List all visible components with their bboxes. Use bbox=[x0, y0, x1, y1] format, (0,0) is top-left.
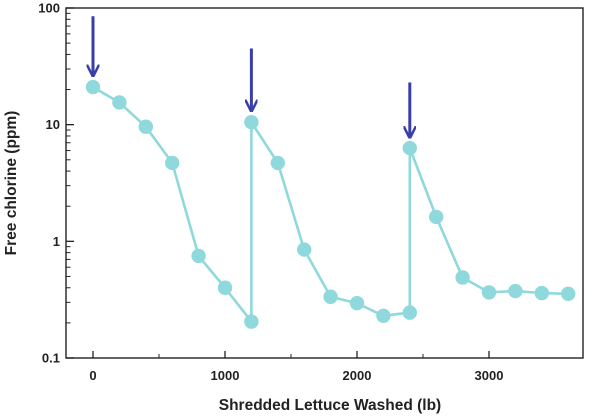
data-point bbox=[297, 242, 312, 257]
x-axis-title: Shredded Lettuce Washed (lb) bbox=[219, 397, 441, 414]
data-point bbox=[112, 95, 127, 110]
series-line bbox=[92, 85, 569, 323]
x-tick-label: 3000 bbox=[475, 368, 504, 383]
data-point bbox=[429, 209, 444, 225]
series-layer bbox=[85, 79, 576, 329]
x-tick-label: 1000 bbox=[211, 368, 240, 383]
data-point bbox=[85, 79, 101, 95]
data-point bbox=[138, 119, 153, 134]
plot-frame bbox=[65, 7, 584, 359]
x-tick-label: 2000 bbox=[343, 368, 372, 383]
data-point bbox=[534, 285, 549, 301]
data-point bbox=[323, 289, 338, 304]
data-point bbox=[561, 286, 576, 302]
y-tick-label: 10 bbox=[46, 117, 60, 132]
x-tick-label: 0 bbox=[89, 368, 96, 383]
arrow-layer bbox=[93, 16, 410, 136]
data-point bbox=[376, 308, 391, 323]
data-point bbox=[165, 155, 180, 171]
data-point bbox=[244, 114, 259, 130]
data-point bbox=[217, 280, 233, 295]
data-point bbox=[402, 305, 417, 320]
x-axis-ticks: 0 1000 2000 3000 bbox=[89, 351, 503, 383]
data-point bbox=[244, 314, 259, 329]
data-point bbox=[508, 283, 523, 299]
data-point bbox=[455, 270, 470, 285]
y-tick-label: 100 bbox=[38, 1, 60, 16]
data-point bbox=[191, 248, 206, 264]
y-axis-title: Free chlorine (ppm) bbox=[3, 111, 20, 256]
data-point bbox=[349, 295, 365, 311]
y-tick-label: 1 bbox=[53, 234, 60, 249]
data-point bbox=[402, 140, 417, 156]
data-point bbox=[270, 155, 285, 171]
y-tick-label: 0.1 bbox=[42, 351, 60, 366]
data-point bbox=[481, 285, 497, 300]
y-axis-ticks: 0.1 1 10 100 bbox=[38, 1, 74, 366]
